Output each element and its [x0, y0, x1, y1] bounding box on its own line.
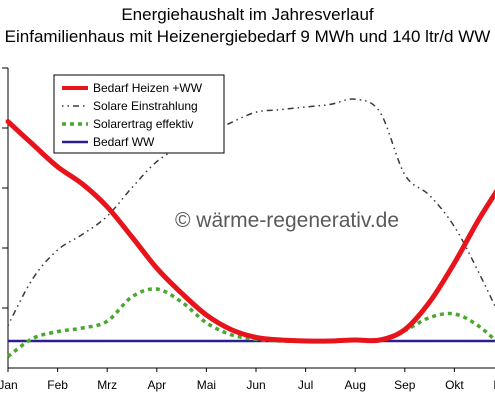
x-axis-ticks: Jan Feb Mrz Apr Mai Jun Jul Aug Sep Okt Nov [0, 368, 495, 392]
x-tick-label: Nov [493, 378, 495, 392]
series-layer [5, 98, 495, 359]
chart-legend: Bedarf Heizen +WW Solare Einstrahlung Sola… [53, 74, 225, 154]
chart-axes [2, 67, 495, 369]
legend-label: Bedarf Heizen +WW [93, 81, 203, 95]
legend-label: Bedarf WW [93, 135, 155, 149]
x-tick-label: Mai [197, 378, 216, 392]
x-tick-label: Jun [246, 378, 265, 392]
chart-title: Energiehaushalt im Jahresverlauf [121, 5, 374, 24]
x-tick-label: Apr [147, 378, 166, 392]
x-tick-label: Feb [47, 378, 68, 392]
watermark: © wärme-regenerativ.de [175, 209, 399, 232]
x-tick-label: Aug [345, 378, 366, 392]
chart-subtitle: Einfamilienhaus mit Heizenergiebedarf 9 … [4, 27, 491, 46]
legend-label: Solare Einstrahlung [93, 99, 198, 113]
x-tick-label: Okt [445, 378, 464, 392]
series-line-solare-einstrahlung [7, 98, 495, 326]
series-line-bedarf-heizen-ww [5, 119, 495, 344]
x-tick-label: Jul [298, 378, 313, 392]
legend-label: Solarertrag effektiv [93, 117, 194, 131]
x-tick-label: Jan [0, 378, 18, 392]
series-line-solarertrag-effektiv [6, 287, 495, 359]
x-tick-label: Sep [394, 378, 416, 392]
x-tick-label: Mrz [97, 378, 117, 392]
